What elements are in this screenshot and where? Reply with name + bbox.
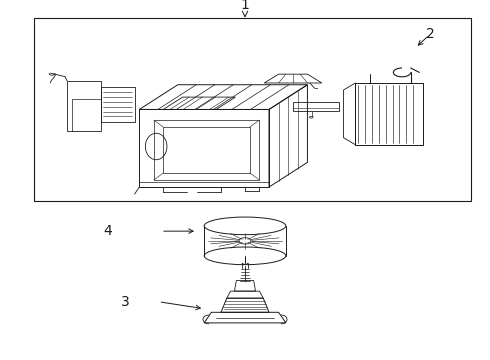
Bar xyxy=(355,83,423,145)
Text: 2: 2 xyxy=(425,27,434,41)
Text: 4: 4 xyxy=(104,224,113,238)
Text: 3: 3 xyxy=(121,295,129,309)
Bar xyxy=(34,18,471,201)
Text: 1: 1 xyxy=(241,0,249,12)
